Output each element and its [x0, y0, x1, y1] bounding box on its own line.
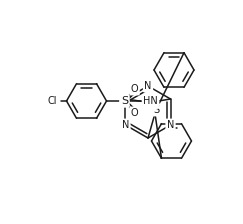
Text: S: S: [150, 98, 156, 108]
Text: HN: HN: [143, 96, 158, 106]
Text: N: N: [122, 120, 129, 130]
Text: O: O: [131, 84, 138, 94]
Text: O: O: [131, 108, 138, 118]
Text: Cl: Cl: [48, 96, 57, 106]
Text: N: N: [144, 81, 152, 91]
Text: S: S: [121, 96, 128, 106]
Text: S: S: [153, 105, 159, 115]
Text: N: N: [167, 120, 174, 130]
